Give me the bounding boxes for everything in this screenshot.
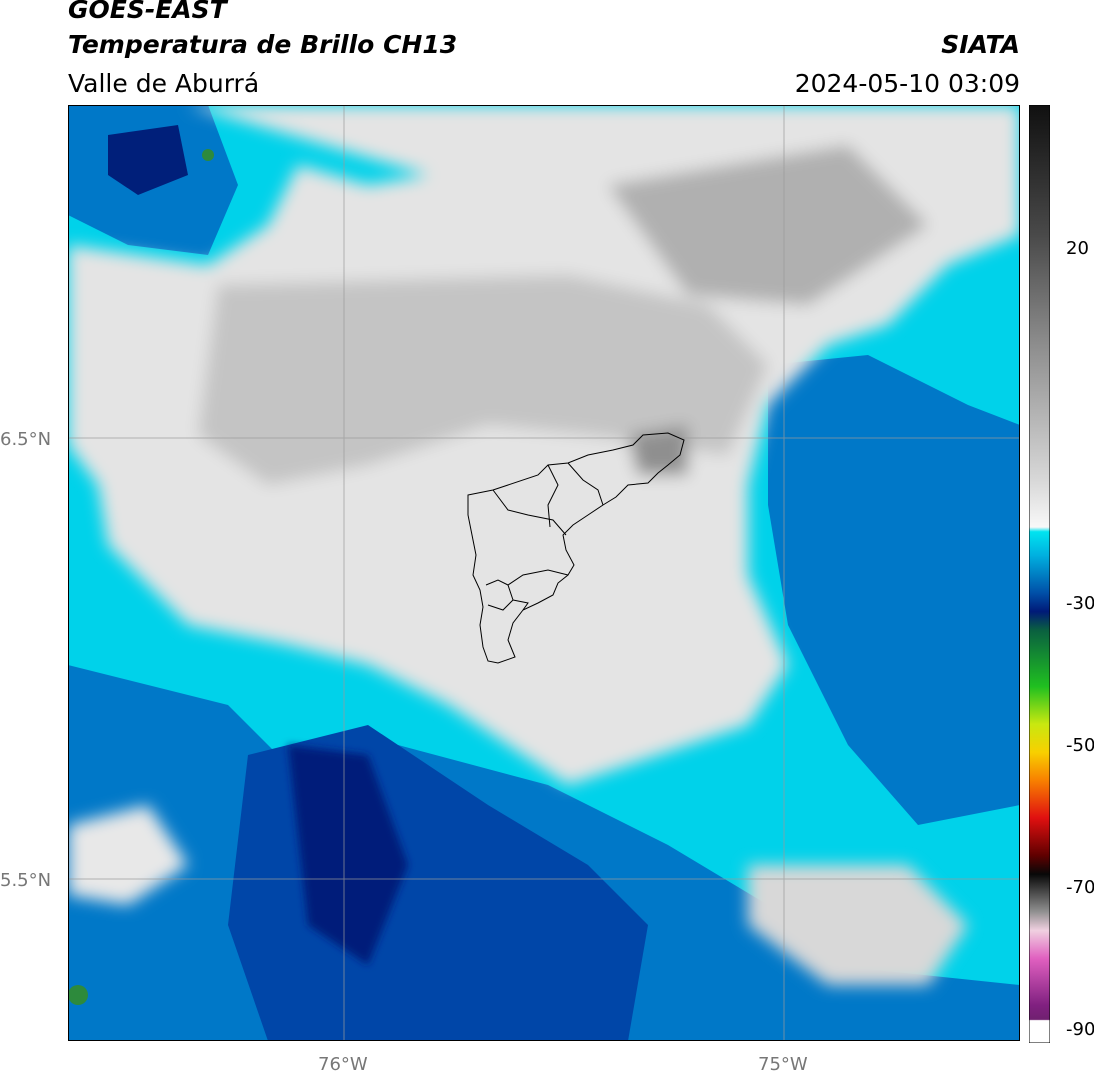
colorbar-label-neg70: -70 [1066,877,1094,898]
colorbar-label-neg90: -90 [1066,1019,1094,1040]
lat-label-6-5: 6.5°N [0,429,52,450]
region-label: Valle de Aburrá [68,69,260,98]
colorbar-label-neg50: -50 [1066,735,1094,756]
colorbar-label-neg30: -30 [1066,593,1094,614]
colorbar-label-20: 20 [1066,238,1089,259]
municipality-boundaries [467,432,685,664]
cloud-gray-regions [68,105,1020,985]
lon-label-76w: 76°W [318,1054,368,1075]
satellite-title: GOES-EAST [68,0,227,24]
satellite-map [68,105,1020,1041]
product-title: Temperatura de Brillo CH13 [68,30,458,59]
colorbar [1029,105,1050,1043]
map-gridlines [68,105,1020,1041]
lon-label-75w: 75°W [758,1054,808,1075]
lat-label-5-5: 5.5°N [0,870,52,891]
datetime-label: 2024-05-10 03:09 [794,69,1020,98]
agency-label: SIATA [941,30,1020,59]
